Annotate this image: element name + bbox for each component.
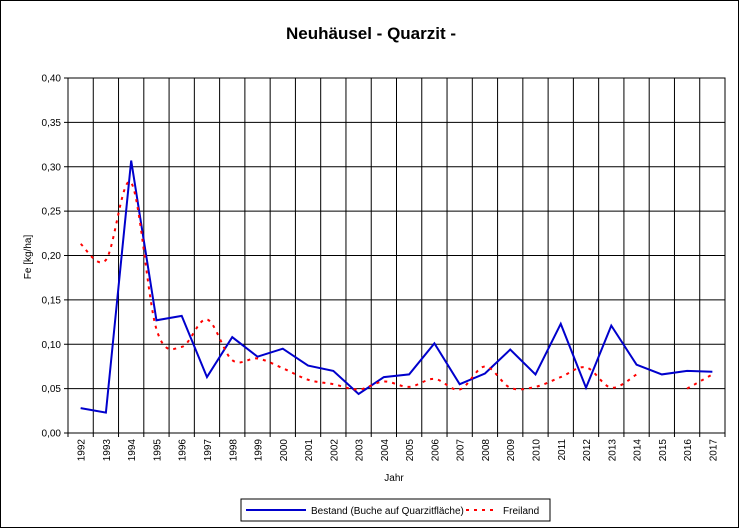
x-tick-label: 1996 — [178, 439, 189, 462]
x-tick-label: 1992 — [77, 439, 88, 462]
x-tick-label: 2002 — [329, 439, 340, 462]
x-tick-label: 1999 — [254, 439, 265, 462]
x-tick-label: 1993 — [102, 439, 113, 462]
y-tick-label: 0,35 — [42, 118, 62, 129]
x-tick-label: 1994 — [127, 439, 138, 462]
x-tick-label: 2017 — [708, 439, 719, 462]
x-tick-label: 2015 — [658, 439, 669, 462]
x-tick-label: 1995 — [152, 439, 163, 462]
x-tick-label: 2014 — [633, 439, 644, 462]
x-tick-label: 2004 — [380, 439, 391, 462]
legend-box — [240, 498, 551, 522]
x-axis-label: Jahr — [384, 473, 404, 484]
series-line-freiland — [79, 180, 638, 391]
x-tick-label: 1997 — [203, 439, 214, 462]
x-tick-label: 1998 — [228, 439, 239, 462]
x-tick-label: 2011 — [557, 439, 568, 461]
x-tick-label: 2010 — [531, 439, 542, 462]
y-tick-label: 0,05 — [42, 384, 62, 395]
chart-title: Neuhäusel - Quarzit - — [286, 24, 456, 43]
gridlines — [64, 77, 726, 437]
x-tick-label: 2016 — [683, 439, 694, 462]
x-tick-label: 2012 — [582, 439, 593, 462]
y-tick-labels: 0,00 0,05 0,10 0,15 0,20 0,25 0,30 0,35 0,40 — [42, 74, 62, 440]
legend-label-freiland: Freiland — [503, 506, 539, 517]
y-tick-label: 0,00 — [42, 429, 62, 440]
x-tick-label: 2000 — [279, 439, 290, 462]
x-tick-label: 2009 — [506, 439, 517, 462]
series-lines — [79, 160, 713, 414]
y-tick-label: 0,25 — [42, 207, 62, 218]
series-line-freiland — [686, 373, 713, 390]
legend: Bestand (Buche auf Quarzitfläche) Freila… — [240, 498, 551, 522]
x-tick-label: 2006 — [430, 439, 441, 462]
x-tick-label: 2005 — [405, 439, 416, 462]
x-tick-labels: 1992 1993 1994 1995 1996 1997 1998 1999 2000 2001… — [77, 439, 720, 462]
y-tick-label: 0,40 — [42, 74, 62, 85]
y-tick-label: 0,30 — [42, 162, 62, 173]
y-axis-label: Fe [kg/ha] — [23, 235, 34, 280]
legend-label-bestand: Bestand (Buche auf Quarzitfläche) — [311, 506, 464, 517]
x-tick-label: 2001 — [304, 439, 315, 462]
x-tick-label: 2003 — [355, 439, 366, 462]
y-tick-label: 0,20 — [42, 251, 62, 262]
y-tick-label: 0,15 — [42, 295, 62, 306]
x-tick-label: 2013 — [607, 439, 618, 462]
x-tick-label: 2008 — [481, 439, 492, 462]
y-tick-label: 0,10 — [42, 340, 62, 351]
series-line-bestand — [80, 160, 713, 414]
x-tick-label: 2007 — [456, 439, 467, 462]
